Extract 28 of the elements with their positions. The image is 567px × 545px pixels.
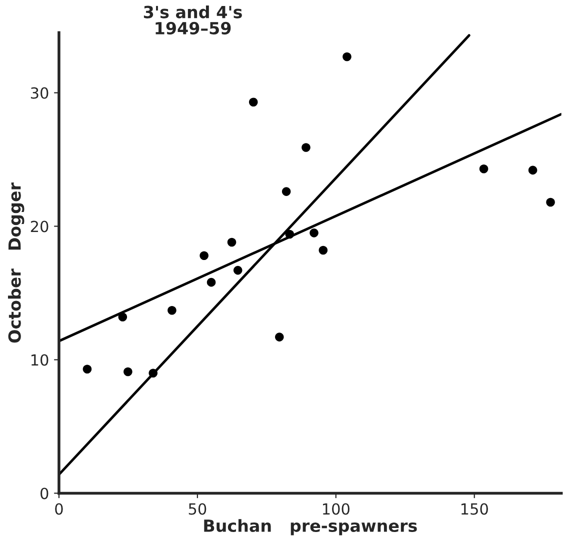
point bbox=[282, 187, 291, 196]
point bbox=[168, 306, 176, 315]
point bbox=[342, 52, 352, 62]
point bbox=[318, 246, 328, 255]
x-axis-title: Buchan pre-spawners bbox=[204, 519, 417, 536]
x-tick-label: 50 bbox=[188, 503, 206, 515]
y-tick-label: 30 bbox=[30, 87, 48, 99]
point bbox=[275, 332, 284, 342]
point bbox=[310, 228, 318, 238]
x-tick-label: 0 bbox=[55, 503, 63, 515]
point bbox=[82, 364, 92, 374]
x-tick-label: 150 bbox=[461, 503, 488, 515]
y-axis-title: October Dogger bbox=[8, 182, 24, 343]
point bbox=[528, 166, 538, 175]
point bbox=[248, 98, 258, 107]
point bbox=[302, 143, 310, 152]
y-tick-label: 20 bbox=[30, 220, 48, 232]
chart-title: 3's and 4's 1949–59 bbox=[144, 5, 242, 34]
y-tick-label: 0 bbox=[40, 488, 48, 500]
point bbox=[227, 238, 236, 247]
point bbox=[479, 164, 488, 174]
point bbox=[124, 367, 132, 376]
point bbox=[233, 266, 242, 275]
point bbox=[546, 198, 555, 207]
point bbox=[206, 278, 216, 287]
x-tick-label: 100 bbox=[323, 503, 350, 515]
point bbox=[200, 251, 208, 260]
y-tick-label: 10 bbox=[31, 354, 48, 366]
